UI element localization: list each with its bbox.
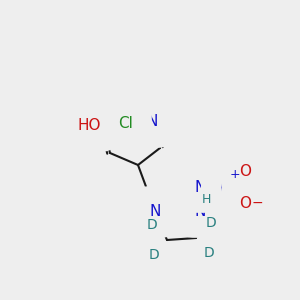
Text: HO: HO — [77, 118, 101, 134]
Text: D: D — [146, 218, 157, 232]
Text: Cl: Cl — [118, 116, 134, 131]
Text: N: N — [149, 205, 161, 220]
Text: N: N — [194, 179, 206, 194]
Text: +: + — [230, 168, 241, 181]
Text: N: N — [219, 179, 231, 194]
Text: N: N — [146, 115, 158, 130]
Text: D: D — [148, 248, 159, 262]
Text: O: O — [239, 164, 251, 179]
Text: D: D — [204, 246, 215, 260]
Text: −: − — [252, 196, 264, 210]
Text: O: O — [239, 196, 251, 211]
Text: H: H — [202, 193, 211, 206]
Text: D: D — [206, 216, 217, 230]
Text: N: N — [194, 205, 206, 220]
